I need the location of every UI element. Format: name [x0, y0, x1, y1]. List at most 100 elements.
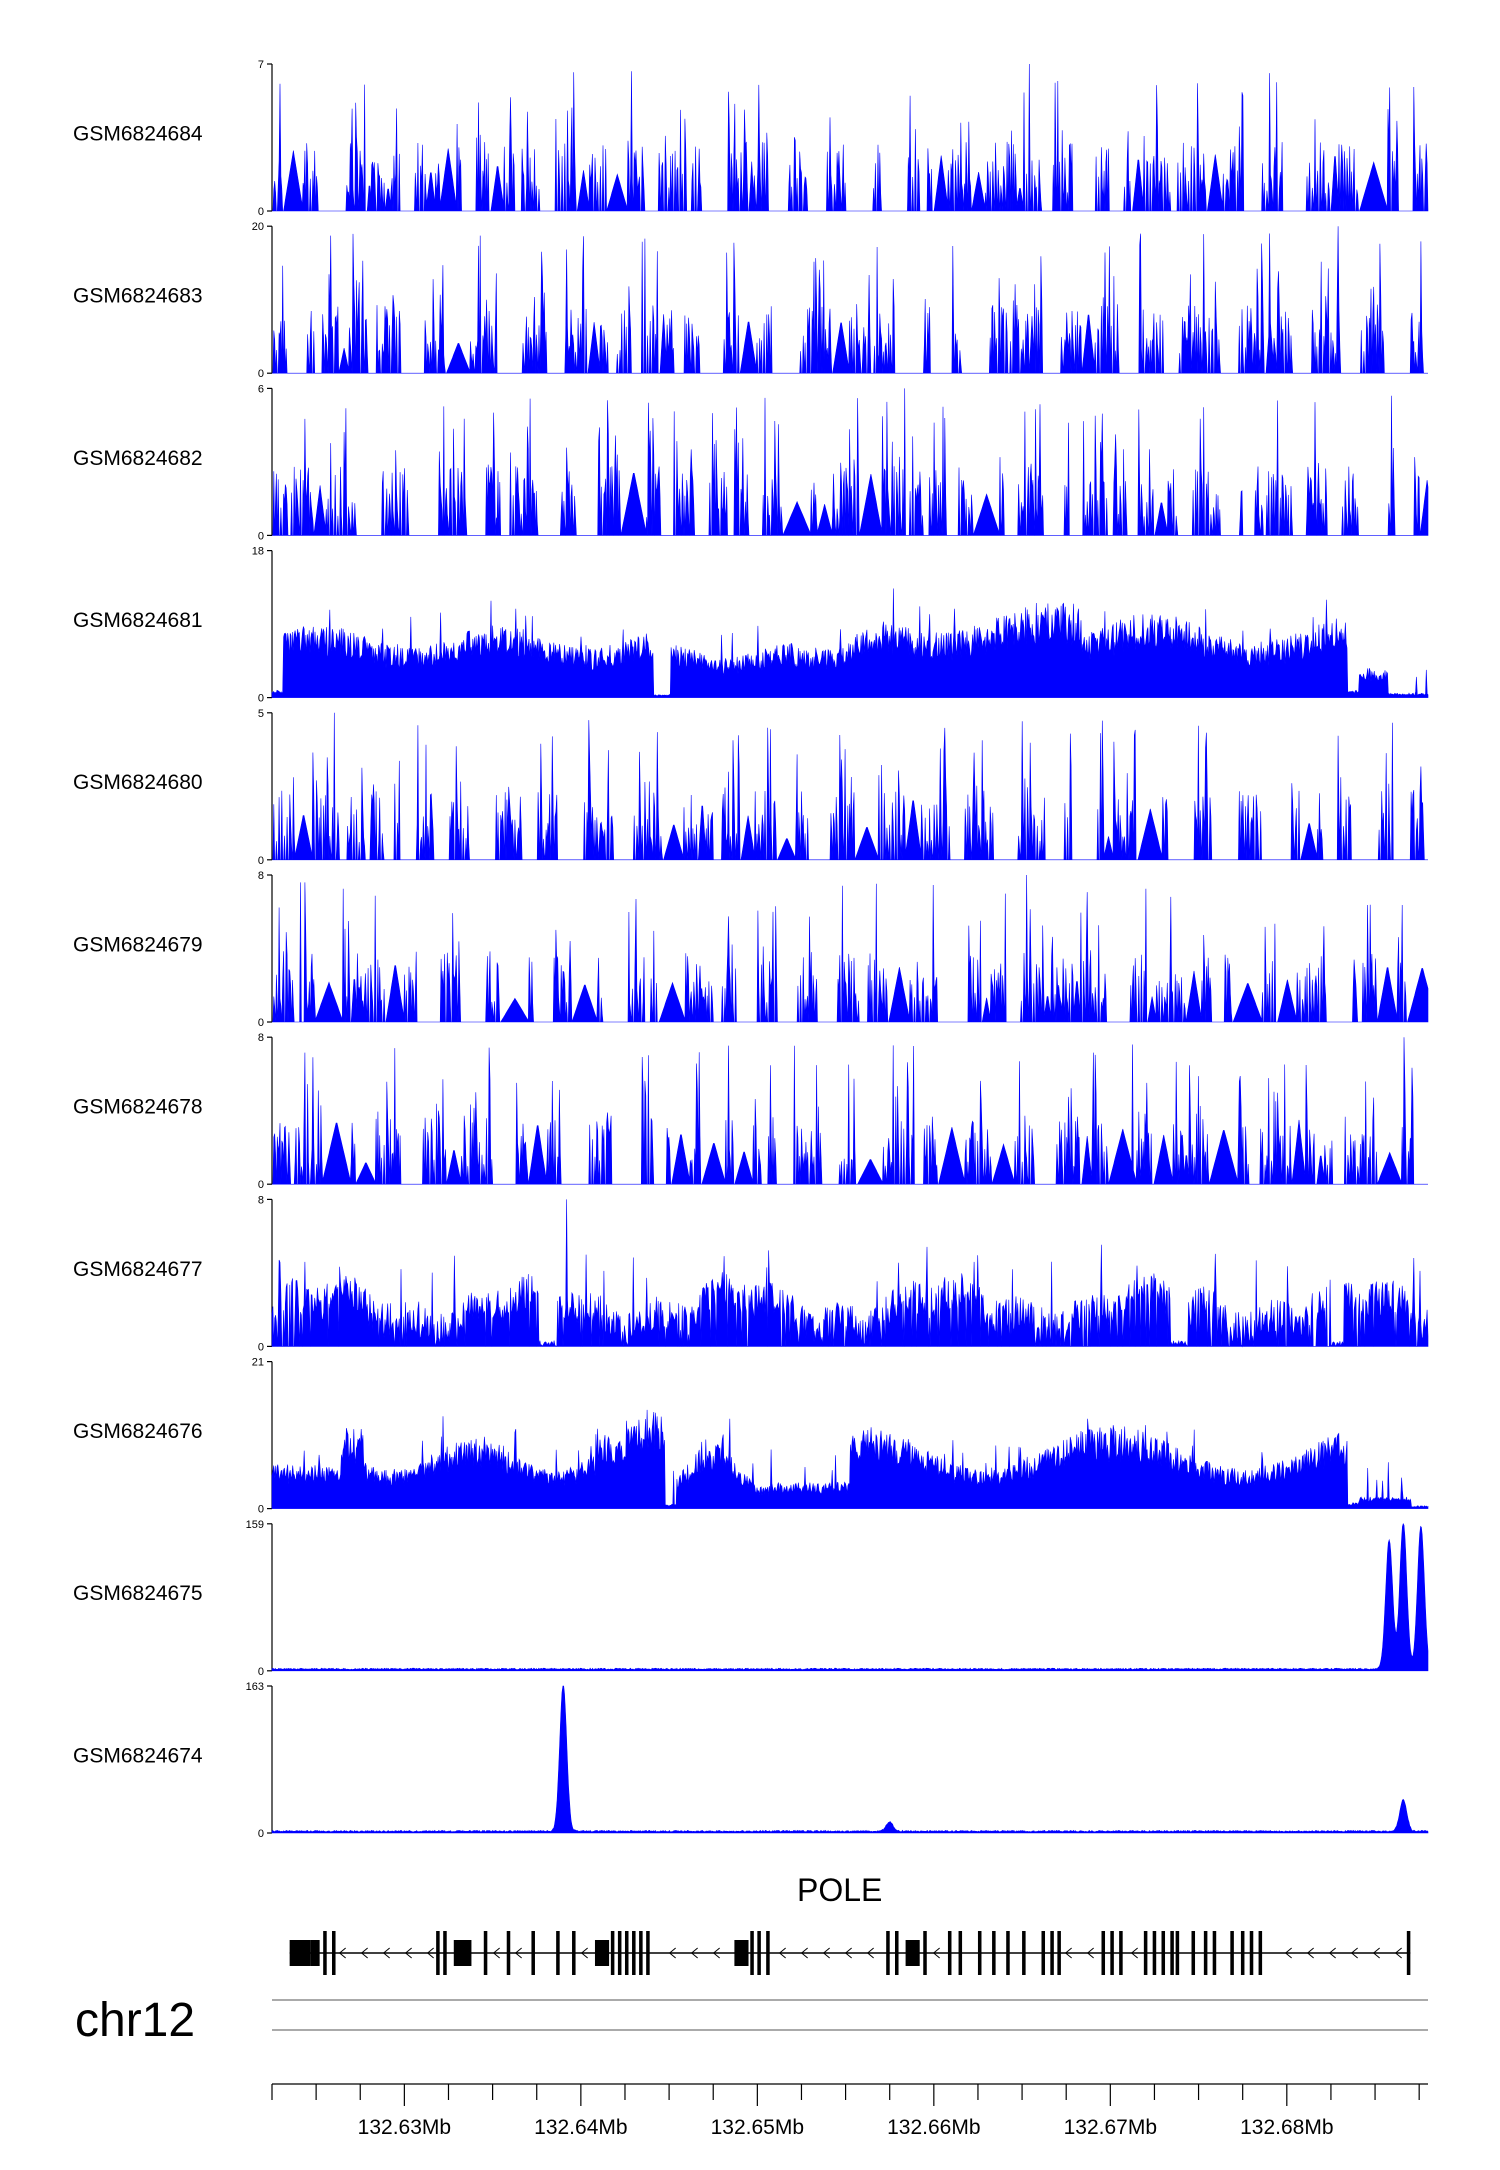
- strand-arrow: [514, 1947, 522, 1959]
- track-label: GSM6824679: [73, 933, 203, 956]
- y-tick-min-label: 0: [258, 206, 264, 218]
- gene-exon: [992, 1931, 996, 1975]
- track-label: GSM6824683: [73, 285, 203, 308]
- gene-exon: [443, 1931, 447, 1975]
- y-tick-min-label: 0: [258, 1666, 264, 1678]
- strand-arrow: [690, 1947, 698, 1959]
- gene-exon: [1249, 1931, 1254, 1975]
- gene-label: POLE: [797, 1872, 882, 1908]
- strand-arrow: [580, 1947, 588, 1959]
- gene-exon: [1191, 1931, 1196, 1975]
- strand-arrow: [866, 1947, 874, 1959]
- y-tick-min-label: 0: [258, 855, 264, 867]
- gene-exon: [594, 1940, 610, 1966]
- y-tick-max-label: 21: [252, 1357, 264, 1369]
- track-label: GSM6824682: [73, 447, 203, 470]
- strand-arrow: [1372, 1947, 1380, 1959]
- gene-exon: [632, 1931, 636, 1975]
- signal-area-GSM6824681: [271, 588, 1429, 698]
- gene-exon: [1057, 1931, 1061, 1975]
- y-tick-max-label: 163: [246, 1681, 264, 1693]
- strand-arrow: [668, 1947, 676, 1959]
- signal-area-GSM6824678: [272, 1037, 1428, 1185]
- strand-arrow: [844, 1947, 852, 1959]
- y-tick-max-label: 8: [258, 870, 264, 882]
- gene-exon: [895, 1931, 899, 1975]
- y-tick-min-label: 0: [258, 530, 264, 542]
- gene-exon: [1022, 1931, 1026, 1975]
- signal-area-GSM6824683: [272, 226, 1428, 374]
- signal-area-GSM6824679: [272, 874, 1429, 1023]
- gene-exon: [750, 1931, 754, 1975]
- gene-exon: [766, 1931, 770, 1975]
- strand-arrow: [778, 1947, 786, 1959]
- gene-exon: [646, 1931, 650, 1975]
- signal-area-GSM6824676: [271, 1409, 1429, 1509]
- strand-arrow: [360, 1947, 368, 1959]
- strand-arrow: [1284, 1947, 1292, 1959]
- y-tick-max-label: 20: [252, 221, 264, 233]
- signal-area-GSM6824674: [271, 1685, 1429, 1834]
- x-tick-label: 132.66Mb: [887, 2116, 980, 2139]
- chromosome-label: chr12: [75, 1994, 195, 2047]
- gene-exon: [531, 1931, 535, 1975]
- strand-arrow: [932, 1947, 940, 1959]
- strand-arrow: [1350, 1947, 1358, 1959]
- gene-exon: [977, 1931, 982, 1975]
- gene-exon: [1203, 1931, 1208, 1975]
- strand-arrow: [382, 1947, 390, 1959]
- strand-arrow: [1328, 1947, 1336, 1959]
- gene-exon: [1212, 1931, 1217, 1975]
- gene-exon: [1258, 1931, 1263, 1975]
- gene-exon: [1175, 1931, 1180, 1975]
- gene-exon: [1161, 1931, 1166, 1975]
- signal-area-GSM6824680: [272, 712, 1428, 861]
- y-tick-max-label: 159: [246, 1519, 264, 1531]
- gene-exon: [1170, 1931, 1174, 1975]
- track-label: GSM6824681: [73, 609, 203, 632]
- strand-arrow: [1064, 1947, 1072, 1959]
- gene-exon: [1006, 1931, 1010, 1975]
- track-label: GSM6824677: [73, 1258, 203, 1281]
- gene-exon: [886, 1931, 890, 1975]
- gene-exon: [1143, 1931, 1148, 1975]
- y-tick-min-label: 0: [258, 1017, 264, 1029]
- track-label: GSM6824676: [73, 1420, 203, 1443]
- x-tick-label: 132.63Mb: [358, 2116, 451, 2139]
- gene-exon: [323, 1931, 327, 1975]
- gene-exon: [506, 1931, 511, 1975]
- gene-exon: [923, 1931, 927, 1975]
- gene-exon: [289, 1940, 311, 1966]
- y-tick-max-label: 5: [258, 708, 264, 720]
- strand-arrow: [1306, 1947, 1314, 1959]
- gene-exon: [1152, 1931, 1157, 1975]
- gene-exon: [947, 1931, 952, 1975]
- y-tick-max-label: 7: [258, 59, 264, 71]
- strand-arrow: [822, 1947, 830, 1959]
- signal-area-GSM6824677: [271, 1199, 1429, 1348]
- track-label: GSM6824684: [73, 122, 203, 145]
- y-tick-min-label: 0: [258, 1341, 264, 1353]
- gene-exon: [757, 1931, 761, 1975]
- y-tick-max-label: 6: [258, 383, 264, 395]
- y-tick-min-label: 0: [258, 1504, 264, 1516]
- strand-arrow: [404, 1947, 412, 1959]
- gene-exon: [572, 1931, 576, 1975]
- gene-exon: [1230, 1931, 1234, 1975]
- track-label: GSM6824674: [73, 1744, 203, 1767]
- gene-exon: [556, 1931, 560, 1975]
- y-tick-min-label: 0: [258, 693, 264, 705]
- strand-arrow: [1130, 1947, 1138, 1959]
- gene-exon: [610, 1931, 615, 1975]
- strand-arrow: [712, 1947, 720, 1959]
- gene-exon: [1041, 1931, 1046, 1975]
- track-label: GSM6824678: [73, 1096, 203, 1119]
- signal-area-GSM6824682: [272, 388, 1429, 536]
- gene-exon: [734, 1940, 749, 1966]
- gene-exon: [639, 1931, 643, 1975]
- y-tick-max-label: 8: [258, 1194, 264, 1206]
- gene-exon: [310, 1940, 320, 1966]
- gene-exon: [483, 1931, 488, 1975]
- gene-exon: [1101, 1931, 1106, 1975]
